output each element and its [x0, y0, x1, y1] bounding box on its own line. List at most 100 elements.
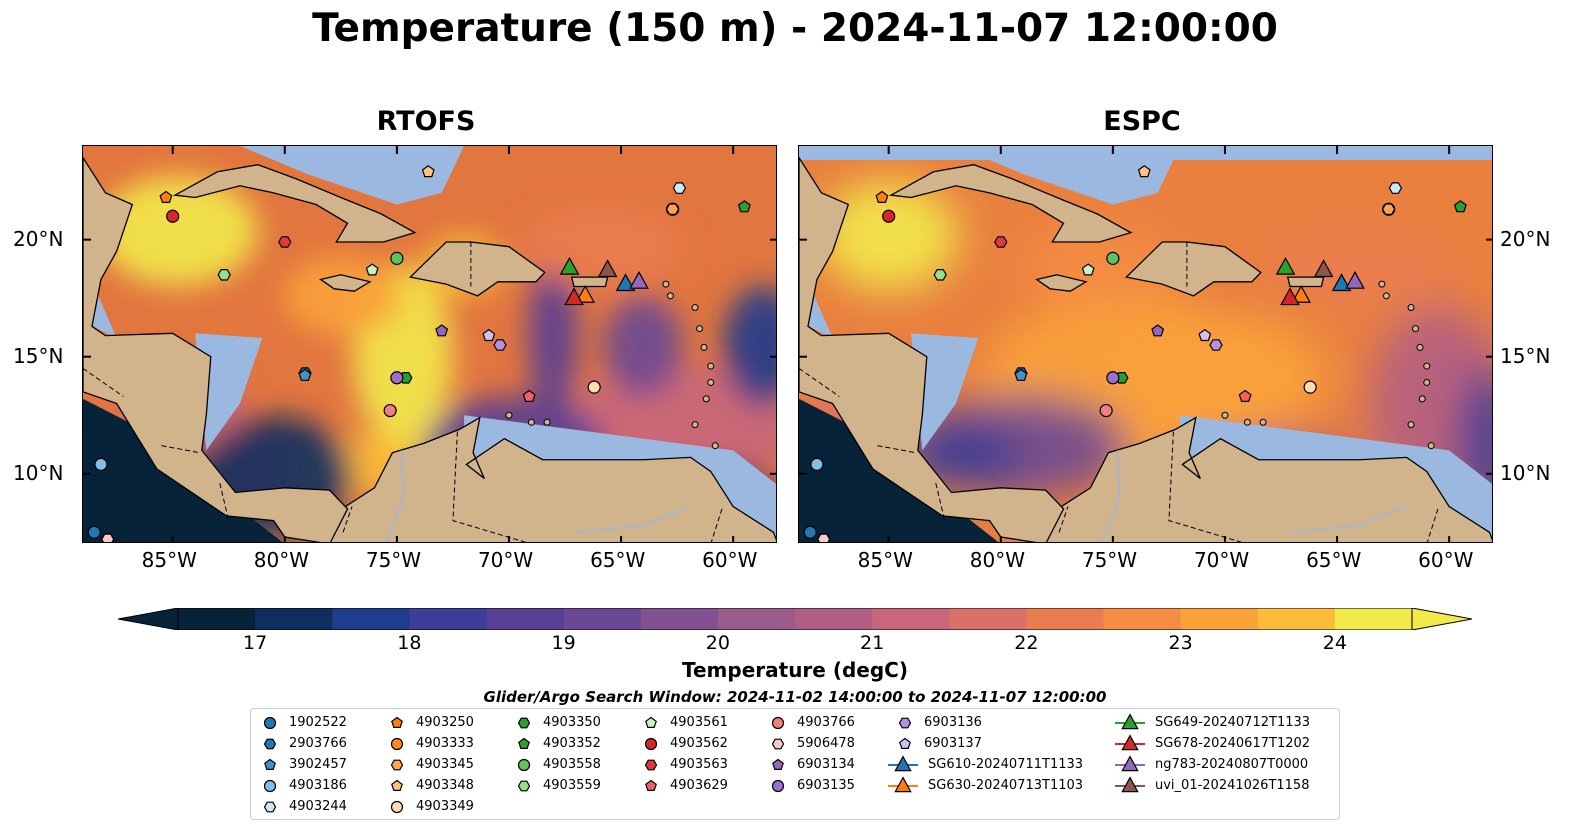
legend-label: 4903349: [416, 798, 474, 814]
legend-label: 4903345: [416, 756, 474, 772]
marker-4903348: [1137, 165, 1151, 178]
legend-marker-icon: [645, 716, 657, 728]
marker-6903135: [390, 371, 404, 385]
legend-item: 6903135: [767, 776, 855, 794]
legend-item: 4903629: [640, 776, 728, 794]
marker-SG678-20240617T1202: [564, 287, 584, 306]
marker-SG678-20240617T1202: [1280, 287, 1300, 306]
legend-item: 1902522: [259, 713, 347, 731]
marker-4903563: [278, 236, 292, 248]
colorbar-segment: [563, 608, 642, 630]
marker-4903559: [933, 269, 947, 281]
marker-1902522: [803, 525, 817, 539]
colorbar-tick-label: 18: [397, 632, 422, 654]
marker-ng783-20240807T0000: [629, 270, 649, 289]
marker-6903134: [435, 324, 449, 337]
legend-item: 4903250: [386, 713, 474, 731]
legend-marker-icon: [264, 758, 276, 770]
colorbar-tick-label: 19: [551, 632, 576, 654]
lon-tick-label: 60°W: [1418, 548, 1474, 572]
legend-item: ng783-20240807T0000: [1113, 755, 1308, 773]
legend-marker-icon: [263, 801, 277, 813]
legend-marker-icon: [1115, 734, 1145, 751]
legend-marker-icon: [390, 759, 404, 771]
marker-4903563: [994, 236, 1008, 248]
legend-marker-icon: [391, 716, 403, 728]
legend-label: 6903135: [797, 777, 855, 793]
marker-4903244: [672, 182, 687, 194]
marker-1902522: [87, 525, 101, 539]
legend-label: 4903244: [289, 798, 347, 814]
legend-item: 4903563: [640, 755, 728, 773]
legend-marker-icon: [517, 780, 531, 792]
colorbar-segment: [409, 608, 487, 630]
marker-4903352: [737, 200, 751, 213]
legend-marker-icon: [888, 776, 918, 793]
marker-4903349: [587, 380, 601, 394]
legend-marker-icon: [771, 779, 785, 793]
lat-tick-label-left: 15°N: [13, 343, 64, 368]
legend-label: 4903352: [543, 735, 601, 751]
colorbar-segment: [1026, 608, 1104, 630]
marker-4903348: [421, 165, 435, 178]
legend-label: 5906478: [797, 735, 855, 751]
legend-marker-icon: [645, 779, 657, 791]
legend-label: ng783-20240807T0000: [1155, 756, 1309, 772]
marker-6903136: [493, 339, 507, 351]
marker-4903558: [390, 251, 404, 265]
lat-tick-label-right: 20°N: [1500, 226, 1551, 251]
lon-tick-label: 75°W: [365, 548, 422, 572]
marker-4903250: [159, 190, 173, 203]
legend-marker-icon: [899, 737, 911, 749]
legend-item: 6903134: [767, 755, 855, 773]
colorbar-segment: [332, 608, 410, 630]
legend-item: 4903352: [513, 734, 601, 752]
colorbar-segment: [717, 608, 796, 630]
marker-3902457: [298, 368, 312, 381]
legend-label: 4903250: [416, 714, 474, 730]
colorbar-segment: [872, 608, 950, 630]
legend-label: 6903137: [924, 735, 982, 751]
legend-item: 4903558: [513, 755, 601, 773]
colorbar-label: Temperature (degC): [682, 658, 908, 682]
marker-SG610-20240711T1133: [1331, 273, 1352, 292]
legend-item: uvi_01-20241026T1158: [1113, 776, 1309, 794]
lon-tick-label: 80°W: [969, 548, 1025, 572]
legend-item: SG610-20240711T1133: [886, 755, 1083, 773]
legend-item: 4903348: [386, 776, 474, 794]
colorbar-segment: [1334, 608, 1413, 630]
marker-4903766: [383, 403, 397, 418]
legend-marker-icon: [772, 758, 784, 770]
legend-item: SG630-20240713T1103: [886, 776, 1083, 794]
legend-item: SG678-20240617T1202: [1113, 734, 1310, 752]
marker-SG649-20240712T1133: [1275, 256, 1296, 275]
marker-4903561: [1081, 263, 1095, 276]
colorbar-tick-label: 20: [705, 632, 730, 654]
legend-label: 4903629: [670, 777, 728, 793]
marker-6903135: [1106, 371, 1120, 385]
marker-4903766: [1099, 403, 1113, 418]
legend-label: 4903559: [543, 777, 601, 793]
legend-label: 4903561: [670, 714, 728, 730]
legend-label: 3902457: [289, 756, 347, 772]
legend-marker-icon: [263, 716, 277, 730]
legend-item: SG649-20240712T1133: [1113, 713, 1310, 731]
legend-label: 4903186: [289, 777, 347, 793]
marker-4903244: [1388, 182, 1403, 194]
marker-uvi_01-20241026T1158: [1313, 259, 1334, 278]
colorbar-segment: [1103, 608, 1182, 630]
colorbar-segment: [486, 608, 565, 630]
marker-4903629: [1238, 389, 1252, 402]
marker-4903345: [1381, 203, 1396, 215]
marker-4903562: [882, 209, 896, 223]
marker-6903137: [482, 328, 496, 342]
legend-item: 6903136: [894, 713, 982, 731]
legend-marker-icon: [771, 738, 785, 750]
legend-label: 4903350: [543, 714, 601, 730]
legend-marker-icon: [518, 737, 530, 749]
marker-SG630-20240713T1103: [1291, 284, 1312, 303]
colorbar-segment: [640, 608, 719, 630]
legend-label: uvi_01-20241026T1158: [1155, 777, 1310, 793]
colorbar-segment: [1257, 608, 1336, 630]
lon-tick-label: 85°W: [857, 548, 913, 572]
